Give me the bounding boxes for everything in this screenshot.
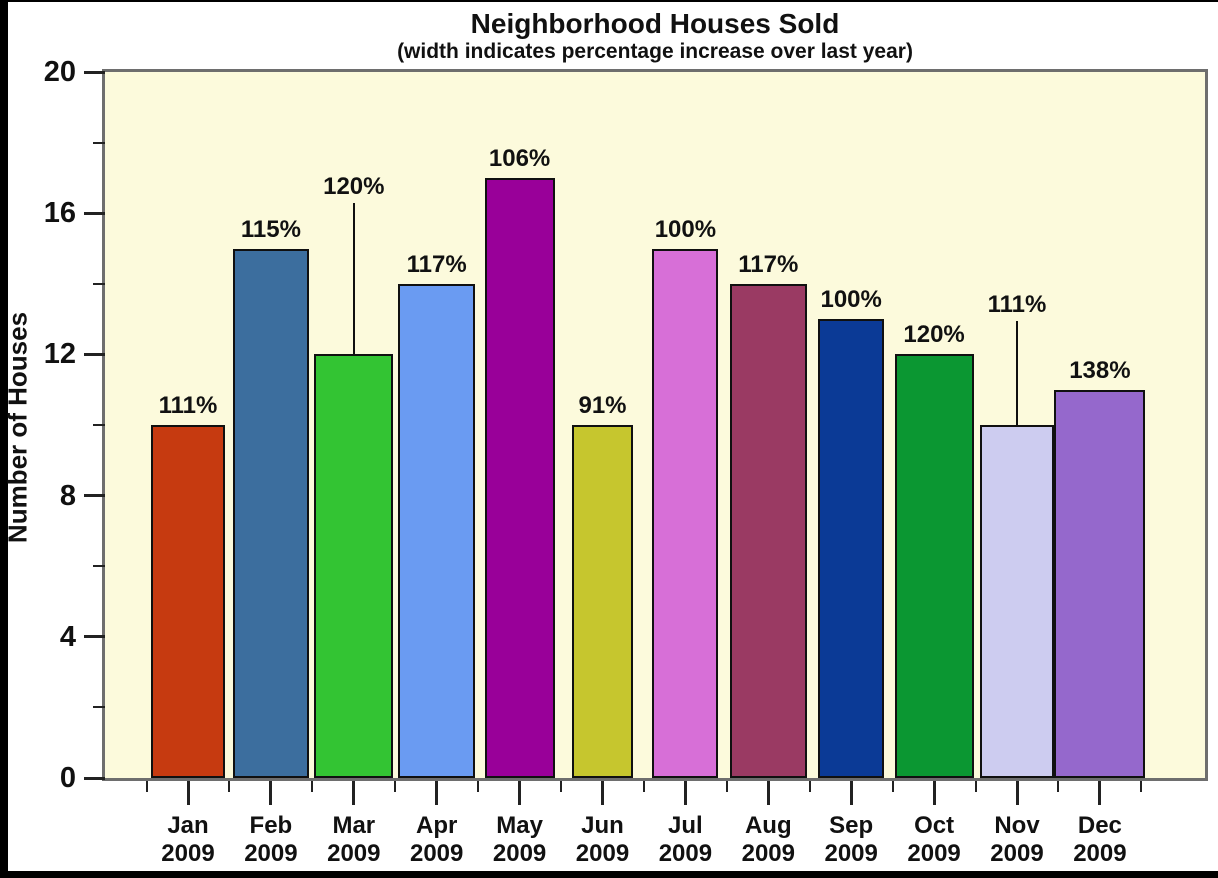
bar-jun — [572, 425, 633, 778]
y-major-tick — [84, 776, 105, 780]
bar-value-label: 106% — [488, 144, 551, 172]
y-minor-tick — [93, 282, 105, 285]
x-category-label: Oct 2009 — [907, 812, 961, 867]
bar-may — [484, 177, 555, 778]
x-major-tick — [269, 781, 273, 805]
x-major-tick — [932, 781, 936, 805]
bar-mar — [314, 354, 394, 778]
chart-title: Neighborhood Houses Sold — [470, 8, 840, 39]
y-tick-label: 8 — [59, 479, 76, 512]
x-category-label: Feb 2009 — [244, 812, 298, 867]
bar-feb — [232, 248, 309, 778]
x-minor-tick — [974, 781, 977, 792]
x-major-tick — [352, 781, 356, 805]
bar-nov — [980, 425, 1054, 778]
x-minor-tick — [642, 781, 645, 792]
x-minor-tick — [560, 781, 563, 792]
bar-dec — [1054, 389, 1146, 778]
y-tick-label: 12 — [43, 338, 76, 371]
y-minor-tick — [93, 565, 105, 568]
x-category-label: Jan 2009 — [161, 812, 215, 867]
x-major-tick — [849, 781, 853, 805]
bar-value-label: 111% — [158, 392, 218, 419]
bar-aug — [729, 283, 807, 778]
x-category-label: Dec 2009 — [1073, 812, 1127, 867]
window-border-top — [0, 0, 1218, 2]
x-category-label: Mar 2009 — [327, 812, 381, 867]
window-border-bottom — [0, 871, 1218, 878]
x-minor-tick — [1057, 781, 1060, 792]
bar-jan — [151, 425, 225, 778]
x-minor-tick — [145, 781, 148, 792]
y-minor-tick — [93, 424, 105, 426]
x-category-label: Apr 2009 — [409, 812, 464, 867]
x-category-label: May 2009 — [492, 812, 547, 867]
x-major-tick — [683, 781, 687, 805]
bar-value-label: 117% — [738, 250, 799, 278]
bar-value-label: 91% — [578, 392, 627, 419]
y-tick-label: 0 — [59, 762, 76, 794]
bar-apr — [398, 283, 476, 778]
bar-label-leader-line — [1016, 320, 1018, 425]
x-minor-tick — [228, 781, 231, 792]
bar-value-label: 120% — [323, 172, 385, 200]
y-minor-tick — [93, 706, 105, 709]
x-major-tick — [435, 781, 439, 805]
x-major-tick — [601, 781, 604, 805]
x-minor-tick — [394, 781, 397, 792]
y-major-tick — [84, 211, 105, 215]
bar-jul — [652, 248, 719, 778]
bar-value-label: 117% — [406, 250, 467, 278]
y-tick-label: 20 — [43, 56, 76, 88]
x-minor-tick — [725, 781, 728, 792]
bar-value-label: 100% — [654, 215, 717, 243]
x-major-tick — [186, 781, 190, 805]
x-category-label: Nov 2009 — [990, 812, 1044, 867]
y-major-tick — [84, 352, 105, 356]
x-category-label: Aug 2009 — [741, 812, 795, 867]
x-minor-tick — [808, 781, 811, 792]
y-minor-tick — [93, 141, 105, 144]
y-major-tick — [84, 635, 105, 639]
y-major-tick — [84, 70, 105, 74]
x-minor-tick — [891, 781, 894, 792]
y-tick-label: 16 — [43, 197, 76, 230]
bar-value-label: 120% — [903, 321, 965, 349]
x-minor-tick — [477, 781, 480, 792]
y-tick-label: 4 — [59, 620, 76, 653]
x-category-label: Sep 2009 — [824, 812, 878, 867]
bar-sep — [818, 319, 885, 778]
x-minor-tick — [311, 781, 314, 792]
x-major-tick — [1098, 781, 1102, 805]
bar-label-leader-line — [352, 202, 355, 355]
bar-oct — [894, 354, 974, 778]
chart-subtitle: (width indicates percentage increase ove… — [397, 40, 913, 63]
bar-value-label: 138% — [1069, 356, 1131, 384]
y-major-tick — [84, 494, 105, 498]
window-border-left — [0, 0, 8, 878]
x-minor-tick — [1140, 781, 1143, 792]
x-major-tick — [766, 781, 770, 805]
x-major-tick — [518, 781, 522, 805]
x-category-label: Jul 2009 — [658, 812, 713, 867]
bar-value-label: 100% — [820, 286, 882, 314]
x-category-label: Jun 2009 — [575, 812, 630, 867]
bar-value-label: 115% — [240, 215, 301, 243]
bar-value-label: 111% — [987, 290, 1047, 318]
x-major-tick — [1015, 781, 1019, 805]
